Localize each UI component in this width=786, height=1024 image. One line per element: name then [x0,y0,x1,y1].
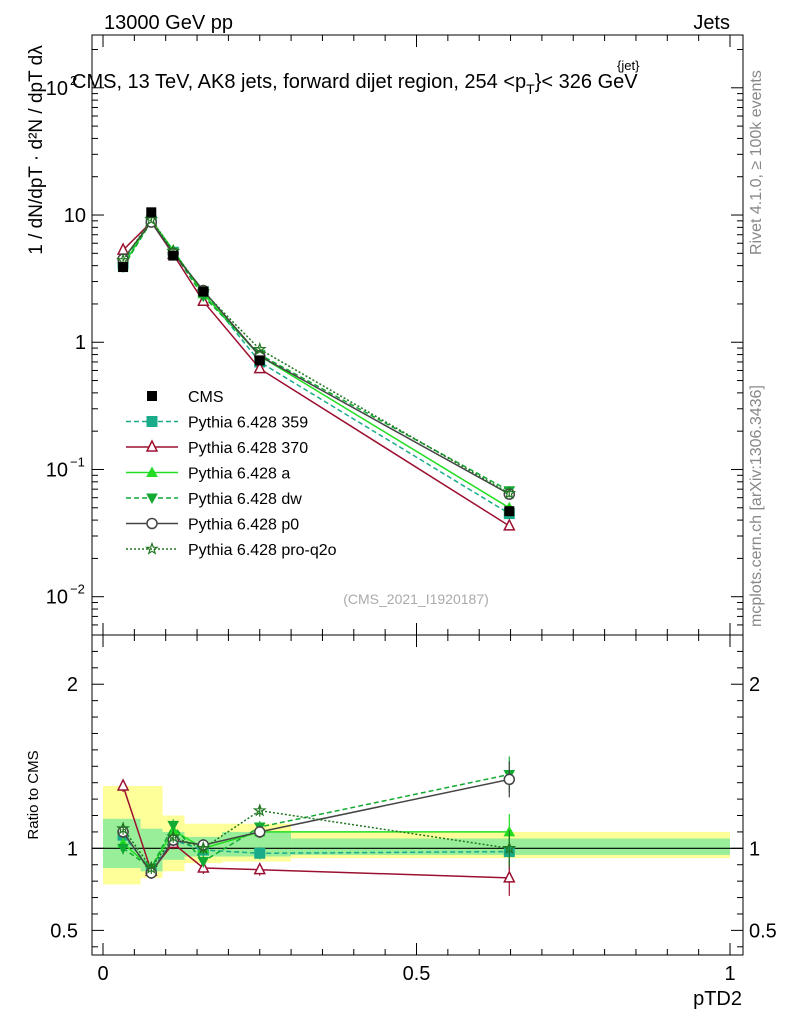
ratio-marker [254,826,266,838]
ratio-marker [252,803,267,817]
y-tick-label: 10 [46,459,68,481]
legend-marker [145,541,159,555]
plot-title-sup: {jet} [617,58,640,73]
ratio-marker [196,840,211,855]
plot-title-main: CMS, 13 TeV, AK8 jets, forward dijet reg… [72,71,526,93]
ratio-marker [117,843,129,855]
mcplots-label: mcplots.cern.ch [arXiv:1306.3436] [748,385,765,627]
ratio-y-tick-label: 1 [67,838,78,860]
plot-title: CMS, 13 TeV, AK8 jets, forward dijet reg… [72,71,638,97]
legend-marker [147,391,157,401]
legend-marker [145,439,159,452]
ratio-plot-frame [91,634,744,956]
x-tick-label: 1 [724,963,735,985]
legend-label: Pythia 6.428 dw [188,491,302,508]
legend-label: Pythia 6.428 pro-q2o [188,542,337,559]
x-tick-label: 0.5 [403,963,431,985]
y-tick-exponent: −2 [70,582,85,597]
cms-data-point [198,286,209,297]
ratio-y-tick-label: 0.5 [50,920,78,942]
ratio-marker [144,860,159,874]
legend-label: Pythia 6.428 p0 [188,517,299,534]
energy-label: 13000 GeV pp [104,12,233,34]
series-marker [144,212,159,226]
ratio-marker [116,778,130,791]
y-tick-label: 10 [64,205,86,227]
ratio-marker [254,847,266,859]
series-line [122,220,510,495]
cms-data-point [168,250,179,261]
ratio-y-axis-label: Ratio to CMS [25,750,42,839]
ratio-marker [166,829,181,843]
legend-marker [146,416,158,427]
ratio-marker [167,820,180,832]
ratio-series-line [122,834,510,871]
category-label: Jets [693,12,730,34]
legend-label: Pythia 6.428 370 [188,440,308,457]
ratio-marker [253,861,266,875]
ratio-y-tick-label: 2 [67,674,78,696]
y-tick-exponent: 2 [70,73,77,88]
series-line [122,218,510,494]
x-tick-label: 0 [97,963,108,985]
ratio-series-line [122,785,510,879]
analysis-label: (CMS_2021_I1920187) [343,591,489,607]
y-tick-label: 10 [46,587,68,609]
y-axis-label: 1 / dN/dpT · d²N / dpT dλ [26,45,47,255]
ratio-marker [197,856,210,868]
cms-data-point [504,506,515,517]
y-tick-label: 10 [46,78,68,100]
rivet-label: Rivet 4.1.0, ≥ 100k events [748,70,765,255]
series-marker [116,242,130,255]
y-tick-exponent: −1 [70,454,85,469]
series-line [122,220,510,527]
ratio-marker [503,773,516,786]
legend-label: Pythia 6.428 359 [188,415,308,432]
ratio-y-tick-label-right: 1 [749,838,760,860]
legend-label: Pythia 6.428 a [188,466,290,483]
plot-title-end: }< 326 GeV [535,71,639,93]
cms-data-point [118,262,129,273]
x-axis-label: pTD2 [693,988,742,1010]
cms-data-point [146,207,157,218]
y-tick-label: 1 [75,332,86,354]
ratio-marker [503,870,516,883]
legend-marker [146,466,158,477]
legend-marker [146,517,158,530]
ratio-marker [116,821,130,835]
ratio-y-tick-label-right: 2 [749,674,760,696]
series-marker [502,485,517,500]
series-marker [253,360,266,374]
ratio-y-tick-label-right: 0.5 [749,920,777,942]
legend-marker [146,493,158,505]
legend-label: CMS [188,389,224,406]
ratio-marker [502,840,517,855]
ratio-series-line [122,809,510,870]
cms-data-point [254,355,265,366]
series-marker [503,518,516,531]
plot-title-sub: T [526,81,535,97]
series-marker [252,342,267,356]
